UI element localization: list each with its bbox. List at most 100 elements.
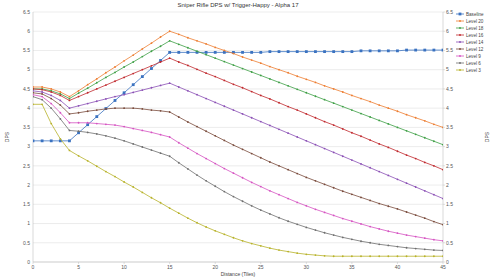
series-marker (387, 205, 389, 207)
series-marker (187, 37, 189, 39)
series-marker (233, 53, 235, 55)
series-marker (114, 96, 116, 98)
x-tick-label: 35 (349, 264, 355, 270)
series-marker (50, 88, 52, 90)
y-tick-label: 0 (27, 259, 30, 265)
series-marker (178, 212, 180, 214)
series-marker (397, 232, 399, 234)
series-marker (96, 78, 98, 80)
series-marker (378, 243, 380, 245)
series-marker (269, 78, 271, 80)
series-marker (187, 147, 189, 149)
series-marker (95, 115, 98, 118)
series-marker (305, 50, 308, 53)
grid-line (33, 185, 443, 186)
x-tick-label: 30 (304, 264, 310, 270)
series-marker (132, 73, 134, 75)
series-marker (33, 103, 34, 105)
series-marker (132, 61, 134, 63)
series-marker (323, 50, 326, 53)
legend-line (456, 35, 464, 36)
series-marker (341, 50, 344, 53)
series-marker (123, 60, 125, 62)
series-marker (223, 105, 225, 107)
series-marker (396, 49, 399, 52)
legend-label: Level 20 (466, 19, 484, 24)
series-marker (132, 128, 134, 130)
series-marker (442, 240, 443, 242)
series-line (33, 41, 443, 145)
series-marker (278, 165, 280, 167)
legend-line (456, 49, 464, 50)
series-marker (305, 113, 307, 115)
series-marker (378, 104, 380, 106)
series-marker (196, 222, 198, 224)
series-marker (251, 205, 253, 207)
series-marker (169, 155, 171, 157)
grid-line (33, 165, 443, 166)
series-marker (151, 42, 153, 44)
series-marker (369, 49, 372, 52)
series-marker (160, 152, 162, 154)
series-marker (442, 126, 443, 128)
series-marker (251, 59, 253, 61)
title: Sniper Rifle DPS w/ Trigger-Happy - Alph… (177, 2, 299, 8)
x-tick-label: 40 (395, 264, 401, 270)
legend-label: Level 16 (466, 33, 484, 38)
series-marker (278, 50, 281, 53)
series-marker (333, 102, 335, 104)
y2-tick-label: 1 (446, 220, 449, 226)
series-marker (214, 51, 217, 54)
series-marker (105, 98, 107, 100)
series-marker (259, 51, 262, 54)
series-marker (424, 248, 426, 250)
series-marker (369, 226, 371, 228)
series-line (33, 104, 443, 256)
series-marker (196, 153, 198, 155)
series-marker (105, 76, 107, 78)
y-tick-label: 5.5 (23, 47, 30, 53)
series-marker (351, 238, 353, 240)
series-marker (442, 198, 443, 200)
series-marker (178, 33, 180, 35)
series-marker (378, 143, 380, 145)
series-marker (160, 36, 162, 38)
series-marker (415, 186, 417, 188)
series-marker (114, 80, 116, 82)
grid-line (33, 108, 443, 109)
series-marker (333, 234, 335, 236)
series-marker (59, 95, 61, 97)
series-marker (178, 43, 180, 45)
series-marker (387, 175, 389, 177)
series-marker (387, 255, 389, 257)
series-marker (242, 177, 244, 179)
series-marker (114, 99, 117, 102)
series-marker (160, 61, 162, 63)
series-marker (287, 50, 290, 53)
series-marker (33, 90, 34, 92)
series-marker (178, 116, 180, 118)
series-marker (242, 68, 244, 70)
legend-label: Level 3 (466, 68, 481, 73)
series-marker (424, 161, 426, 163)
series-marker (369, 255, 371, 257)
series-marker (406, 114, 408, 116)
series-marker (324, 255, 326, 257)
series-marker (59, 91, 61, 93)
series-marker (87, 131, 89, 133)
series-marker (423, 49, 426, 52)
series-marker (96, 88, 98, 90)
series-marker (178, 61, 180, 63)
series-marker (233, 64, 235, 66)
series-marker (415, 133, 417, 135)
series-marker (223, 50, 225, 52)
series-marker (260, 245, 262, 247)
series-marker (360, 255, 362, 257)
series-marker (369, 242, 371, 244)
series-marker (333, 151, 335, 153)
series-marker (360, 49, 363, 52)
series-marker (59, 93, 61, 95)
series-marker (160, 45, 162, 47)
series-marker (351, 132, 353, 134)
y-tick-label: 0.5 (23, 240, 30, 246)
